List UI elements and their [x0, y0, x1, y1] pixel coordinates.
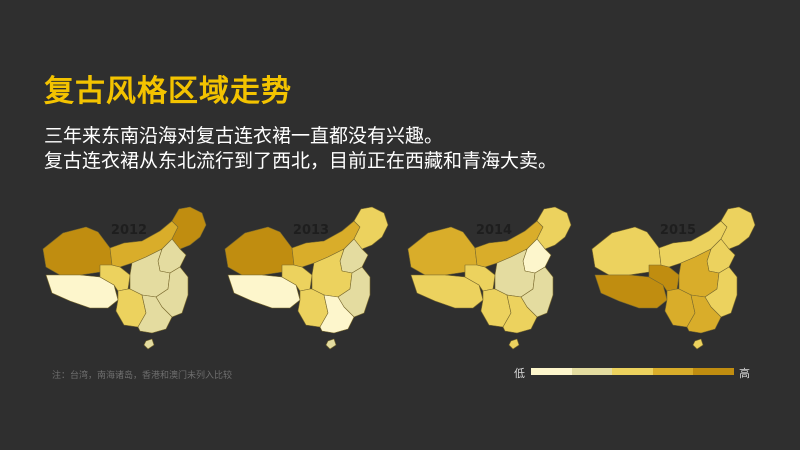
region-hainan	[508, 338, 520, 350]
legend-swatch	[531, 368, 572, 375]
map-year-label: 2014	[476, 223, 512, 238]
region-south	[137, 294, 173, 334]
legend-swatch	[693, 368, 734, 375]
region-hainan	[692, 338, 704, 350]
map-year-label: 2013	[293, 223, 329, 238]
china-map-2015: 2015	[587, 205, 765, 355]
region-northeast	[536, 206, 572, 250]
subtitle-line: 复古连衣裙从东北流行到了西北，目前正在西藏和青海大卖。	[44, 150, 558, 172]
region-south	[686, 294, 722, 334]
region-east	[337, 266, 371, 318]
china-map-2014: 2014	[403, 205, 581, 355]
map-svg: 2015	[591, 206, 756, 350]
map-year-label: 2012	[111, 223, 147, 238]
region-south	[502, 294, 538, 334]
legend-low-label: 低	[514, 367, 525, 380]
map-svg: 2013	[224, 206, 389, 350]
region-south	[319, 294, 355, 334]
china-map-2013: 2013	[220, 205, 398, 355]
region-northeast	[171, 206, 207, 250]
legend-color-bar	[531, 368, 734, 375]
legend-swatch	[571, 368, 613, 375]
map-svg: 2012	[42, 206, 207, 350]
region-east	[155, 266, 189, 318]
page-subtitle: 三年来东南沿海对复古连衣裙一直都没有兴趣。 复古连衣裙从东北流行到了西北，目前正…	[44, 124, 557, 174]
region-northeast	[353, 206, 389, 250]
region-east	[520, 266, 554, 318]
subtitle-line: 三年来东南沿海对复古连衣裙一直都没有兴趣。	[44, 125, 444, 147]
page-title: 复古风格区域走势	[44, 74, 292, 109]
region-east	[704, 266, 738, 318]
map-svg: 2014	[407, 206, 572, 350]
footnote: 注：台湾，南海诸岛，香港和澳门未列入比较	[52, 371, 233, 381]
legend-high-label: 高	[739, 367, 750, 380]
map-year-label: 2015	[660, 223, 696, 238]
region-northeast	[720, 206, 756, 250]
china-map-2012: 2012	[38, 205, 216, 355]
legend-swatch	[612, 368, 653, 375]
region-hainan	[143, 338, 155, 350]
legend-swatch	[652, 368, 694, 375]
region-hainan	[325, 338, 337, 350]
